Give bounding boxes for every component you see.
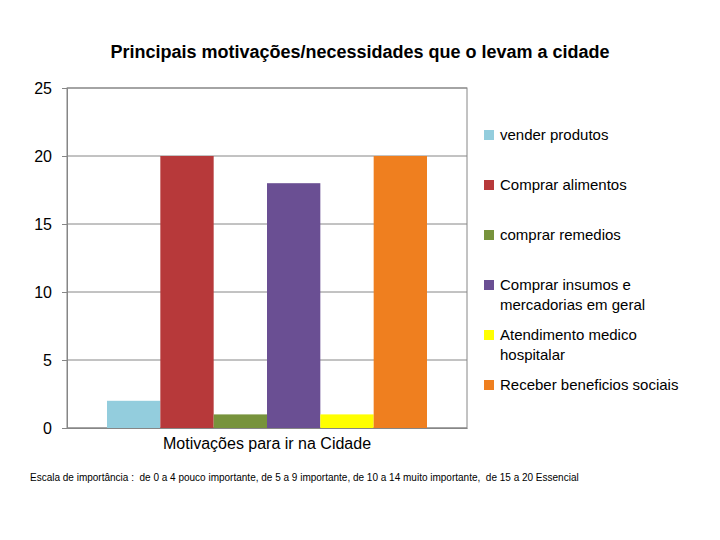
bar [320,414,373,428]
y-tick-label: 25 [34,80,52,97]
y-tick: 0 [43,420,67,437]
x-tick-label: Motivações para ir na Cidade [163,435,371,452]
y-tick-mark [62,292,67,293]
legend-item: Comprar insumos emercadorias em geral [484,276,645,313]
y-tick: 20 [34,148,67,165]
y-axis: 0 5 10 15 20 25 [34,80,67,437]
bar [214,414,267,428]
legend-item: Receber beneficios sociais [484,376,678,393]
grid [67,88,467,428]
legend-item: Comprar alimentos [484,176,627,193]
legend-swatch [484,230,494,240]
y-tick-label: 0 [43,420,52,437]
legend-item: vender produtos [484,126,608,143]
y-tick-label: 20 [34,148,52,165]
annotation: Escala de importância : de 0 a 4 pouco i… [30,472,579,483]
legend: vender produtos Comprar alimentos comprar … [484,126,678,393]
y-tick: 25 [34,80,67,97]
legend-swatch [484,280,494,290]
legend-label: Comprar insumos emercadorias em geral [500,276,645,313]
legend-swatch [484,330,494,340]
x-tick: Motivações para ir na Cidade [163,428,371,452]
legend-label: Comprar alimentos [500,176,627,193]
y-tick-mark [62,156,67,157]
legend-item: comprar remedios [484,226,621,243]
legend-swatch [484,180,494,190]
chart: Principais motivações/necessidades que o… [0,0,720,540]
bar [107,401,160,428]
y-tick-mark [62,428,67,429]
bar [160,156,213,428]
plot-frame [67,88,467,428]
legend-label: vender produtos [500,126,608,143]
y-tick: 5 [43,352,67,369]
y-tick-label: 10 [34,284,52,301]
y-tick-mark [62,88,67,89]
legend-label: comprar remedios [500,226,621,243]
y-tick-label: 15 [34,216,52,233]
y-tick: 10 [34,284,67,301]
legend-label: Receber beneficios sociais [500,376,678,393]
legend-label: Atendimento medicohospitalar [500,326,637,363]
grid-line [67,88,467,89]
x-axis: Motivações para ir na Cidade [68,428,468,452]
y-tick-mark [62,360,67,361]
title: Principais motivações/necessidades que o… [110,42,609,62]
y-tick: 15 [34,216,67,233]
legend-swatch [484,380,494,390]
legend-swatch [484,130,494,140]
x-axis-line [68,428,468,429]
bars [107,156,427,428]
y-tick-mark [62,224,67,225]
legend-item: Atendimento medicohospitalar [484,326,637,363]
bar [374,156,427,428]
y-tick-label: 5 [43,352,52,369]
y-axis-line [62,89,68,429]
bar [267,183,320,428]
